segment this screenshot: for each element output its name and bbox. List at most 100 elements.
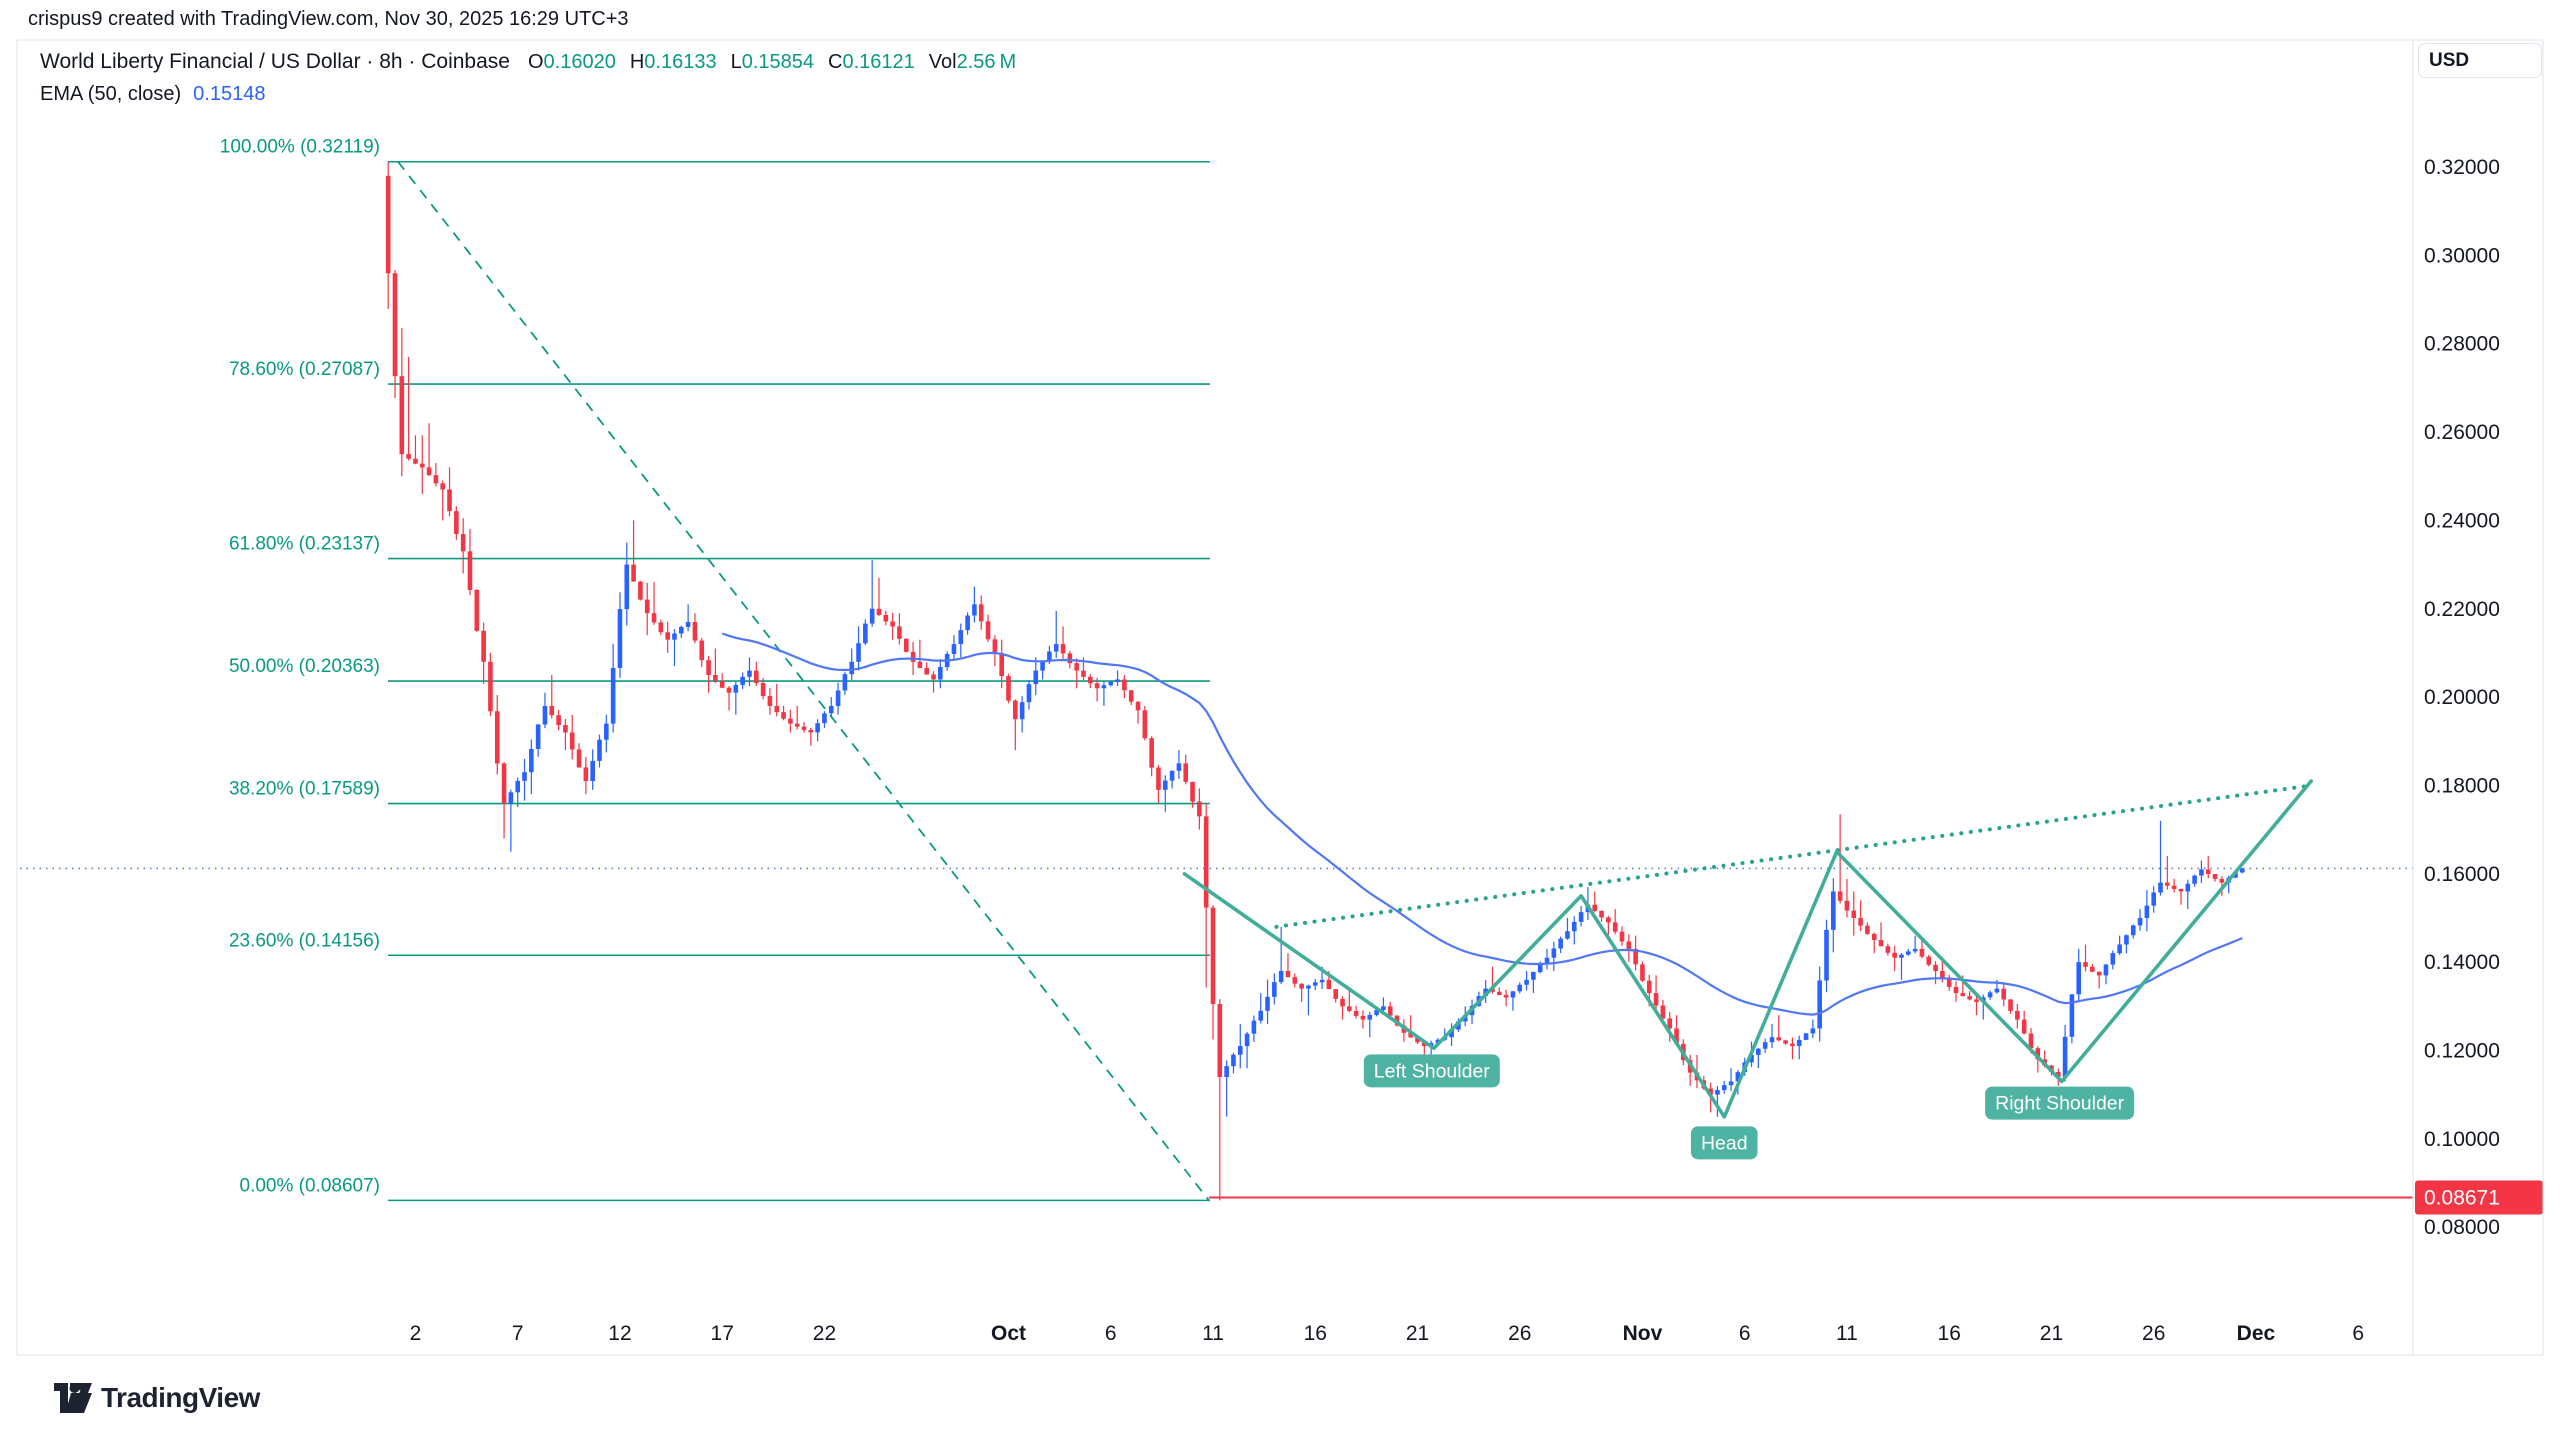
price-axis-label[interactable]: 0.26000 — [2424, 421, 2500, 444]
price-axis-label[interactable]: 0.30000 — [2424, 244, 2500, 267]
candle-body — [549, 705, 555, 716]
time-axis-label[interactable]: 7 — [512, 1322, 524, 1345]
time-axis-label[interactable]: 16 — [1938, 1322, 1961, 1345]
price-axis-label[interactable]: 0.20000 — [2424, 686, 2500, 709]
candle-body — [1987, 992, 1993, 998]
candle-body — [1899, 954, 1904, 958]
candles-layer[interactable] — [385, 161, 2245, 1201]
tradingview-logo[interactable]: TradingView — [54, 1382, 260, 1414]
candle-body — [1047, 651, 1052, 662]
candle-body — [972, 604, 977, 616]
pattern-zigzag-line[interactable] — [1182, 779, 2313, 1119]
time-axis-label[interactable]: 6 — [1105, 1322, 1117, 1345]
price-axis-label[interactable]: 0.32000 — [2424, 156, 2500, 179]
symbol-legend-row[interactable]: World Liberty Financial / US Dollar · 8h… — [40, 50, 1030, 74]
time-axis-label[interactable]: Dec — [2237, 1322, 2276, 1345]
pattern-label-chip[interactable] — [1690, 1126, 1758, 1160]
candle-body — [1919, 948, 1925, 957]
candle-body — [801, 726, 807, 730]
candle-body — [1108, 681, 1114, 686]
price-axis-label[interactable]: 0.18000 — [2424, 774, 2500, 797]
candle-body — [1081, 670, 1086, 677]
candle-body — [1626, 941, 1632, 949]
time-axis-label[interactable]: 16 — [1304, 1322, 1327, 1345]
price-axis-label[interactable]: 0.08000 — [2424, 1216, 2500, 1239]
candle-body — [2212, 874, 2218, 879]
currency-usd-button[interactable]: USD — [2418, 43, 2542, 78]
candle-body — [740, 676, 745, 685]
time-axis-label[interactable]: 22 — [813, 1322, 836, 1345]
price-axis-label[interactable]: 0.10000 — [2424, 1128, 2500, 1151]
candle-body — [733, 684, 739, 693]
time-axis-label[interactable]: 21 — [1406, 1322, 1429, 1345]
time-axis-label[interactable]: 12 — [608, 1322, 631, 1345]
candle-body — [454, 511, 459, 535]
candle-body — [1756, 1048, 1761, 1055]
symbol-title[interactable]: World Liberty Financial / US Dollar · 8h… — [40, 50, 510, 73]
candle-body — [1851, 910, 1857, 918]
candle-body — [849, 661, 855, 675]
time-axis-label[interactable]: 21 — [2040, 1322, 2063, 1345]
price-axis-label[interactable]: 0.14000 — [2424, 951, 2500, 974]
ema-legend-row[interactable]: EMA (50, close) 0.15148 — [40, 83, 1030, 106]
time-axis-label[interactable]: Nov — [1623, 1322, 1663, 1345]
price-axis-label[interactable]: 0.22000 — [2424, 598, 2500, 621]
price-axis-label[interactable]: 0.12000 — [2424, 1040, 2500, 1063]
candle-body — [1381, 1006, 1386, 1011]
candle-body — [590, 760, 595, 782]
pattern-label-text: Left Shoulder — [1374, 1060, 1491, 1082]
candle-body — [576, 749, 582, 768]
fib-level-label: 100.00% (0.32119) — [220, 137, 380, 158]
price-axis-label[interactable]: 0.16000 — [2424, 863, 2500, 886]
time-axis-label[interactable]: 6 — [1739, 1322, 1751, 1345]
price-axis-label[interactable]: 0.24000 — [2424, 509, 2500, 532]
price-axis-label[interactable]: 0.28000 — [2424, 333, 2500, 356]
ohlc-close: C0.16121 — [828, 51, 915, 73]
time-axis-label[interactable]: 17 — [711, 1322, 734, 1345]
candle-body — [856, 643, 861, 662]
candle-body — [488, 661, 493, 712]
candle-body — [1551, 948, 1557, 958]
time-axis-label[interactable]: 6 — [2352, 1322, 2364, 1345]
candle-body — [604, 723, 609, 740]
candle-body — [938, 667, 943, 680]
candle-body — [1783, 1040, 1788, 1044]
candle-body — [808, 729, 814, 733]
time-axis-label[interactable]: Oct — [991, 1322, 1026, 1345]
candle-body — [1606, 917, 1611, 923]
candle-body — [1217, 1004, 1223, 1078]
pattern-label-chip[interactable] — [1985, 1086, 2135, 1120]
candle-body — [1531, 972, 1536, 980]
ema-line[interactable] — [721, 632, 2243, 1016]
candle-body — [610, 667, 616, 724]
candle-body — [1285, 970, 1291, 978]
head-and-shoulders-pattern[interactable]: Left Shoulder Head Right Shoulder — [1182, 779, 2314, 1160]
pattern-neckline-dotted[interactable] — [1274, 783, 2314, 929]
candle-body — [1790, 1043, 1795, 1047]
candle-body — [1156, 767, 1161, 790]
candle-body — [1646, 980, 1652, 994]
time-axis-label[interactable]: 11 — [1202, 1322, 1224, 1345]
pattern-label-chip[interactable] — [1363, 1054, 1500, 1088]
fib-trend-dashed-line[interactable] — [397, 161, 1210, 1201]
candle-body — [876, 608, 882, 615]
fib-retracement[interactable]: 100.00% (0.32119) 78.60% (0.27087) 61.80% … — [220, 137, 1210, 1202]
candle-body — [583, 767, 589, 782]
candle-body — [1265, 996, 1270, 1011]
time-axis-label[interactable]: 2 — [410, 1322, 422, 1345]
candle-body — [978, 604, 984, 622]
candle-body — [1960, 993, 1966, 997]
pattern-label-text: Right Shoulder — [1995, 1093, 2125, 1115]
time-axis-label[interactable]: 11 — [1836, 1322, 1858, 1345]
time-axis-label[interactable]: 26 — [2142, 1322, 2165, 1345]
candle-body — [1251, 1020, 1257, 1034]
candle-body — [767, 696, 773, 706]
candle-body — [1885, 946, 1891, 953]
candle-body — [794, 723, 800, 727]
candle-body — [897, 626, 902, 639]
time-axis-label[interactable]: 26 — [1508, 1322, 1531, 1345]
candle-body — [1278, 970, 1284, 983]
candle-body — [665, 632, 670, 640]
candle-body — [679, 626, 684, 634]
